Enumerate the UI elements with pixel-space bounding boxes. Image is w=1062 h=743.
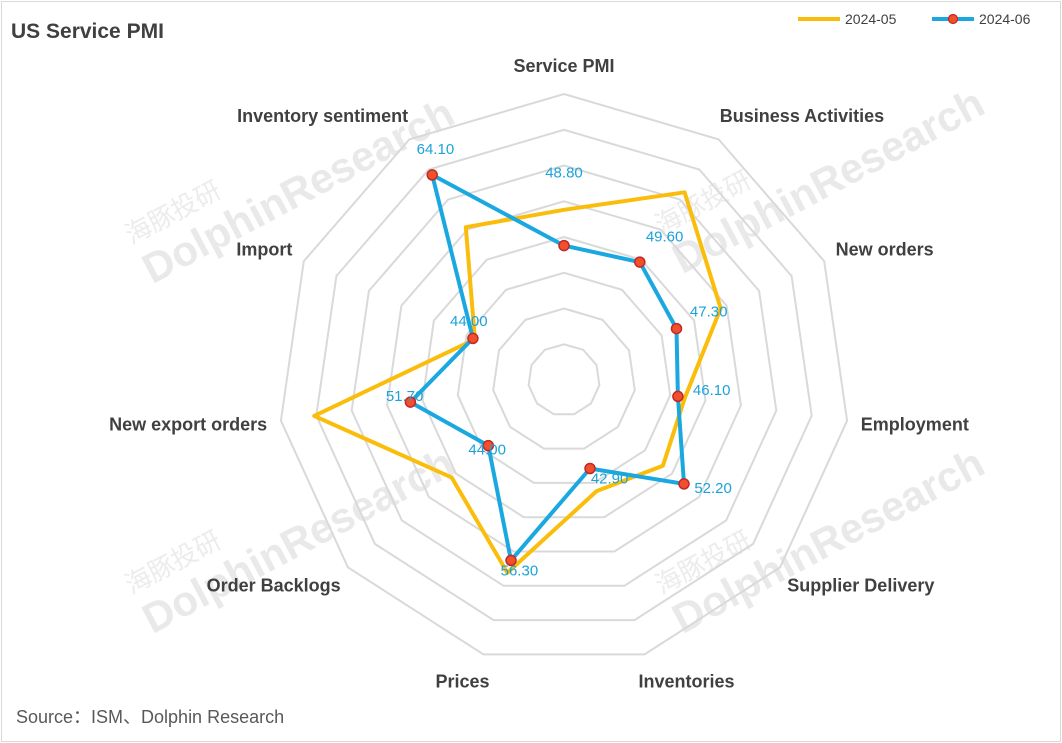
data-label: 64.10 — [417, 141, 455, 158]
data-label: 52.20 — [694, 480, 732, 497]
legend-label: 2024-06 — [979, 11, 1031, 27]
data-label: 46.10 — [693, 382, 731, 399]
grid-ring — [350, 164, 778, 587]
data-label: 47.30 — [690, 303, 728, 320]
data-label: 42.90 — [591, 471, 629, 488]
point-2024-06 — [678, 478, 690, 490]
point-2024-06 — [482, 439, 495, 452]
point-2024-06 — [467, 332, 479, 345]
point-2024-06 — [634, 256, 646, 268]
point-2024-06 — [404, 396, 417, 408]
point-2024-06 — [505, 554, 517, 567]
point-2024-06 — [672, 390, 684, 403]
grid-ring — [527, 343, 601, 416]
point-2024-06 — [584, 462, 596, 475]
axis-label: Employment — [861, 415, 969, 435]
axis-label: Business Activities — [720, 106, 884, 126]
data-label: 51.70 — [386, 388, 424, 405]
source-note: Source：ISM、Dolphin Research — [16, 707, 285, 727]
axis-labels: Service PMI Business Activities New orders… — [109, 56, 969, 691]
axis-label: Supplier Delivery — [787, 576, 934, 596]
data-label: 48.80 — [545, 165, 583, 182]
grid-ring — [421, 235, 707, 519]
legend: 2024-05 2024-06 — [798, 11, 1031, 27]
axis-label: Prices — [435, 671, 489, 691]
axis-label: Inventory sentiment — [237, 106, 408, 126]
data-label: 49.60 — [646, 228, 684, 245]
data-label: 44.00 — [450, 313, 488, 330]
chart-title: US Service PMI — [11, 20, 164, 43]
axis-label: Order Backlogs — [207, 576, 341, 596]
axis-label: New orders — [836, 240, 934, 260]
data-label: 56.30 — [501, 563, 539, 580]
data-label: 44.00 — [468, 442, 506, 459]
axis-label: Service PMI — [513, 56, 614, 76]
legend-marker — [947, 13, 959, 25]
axis-label: Inventories — [639, 671, 735, 691]
legend-label: 2024-05 — [845, 11, 897, 27]
axis-label: New export orders — [109, 415, 267, 435]
grid-ring — [492, 307, 636, 450]
point-2024-06 — [670, 322, 683, 335]
series-line-2024-06 — [408, 172, 686, 563]
series-line-2024-05 — [312, 190, 723, 575]
grid-ring — [315, 128, 813, 622]
point-2024-06 — [426, 169, 438, 181]
point-2024-06 — [558, 239, 570, 252]
axis-label: Import — [236, 240, 292, 260]
grid-ring — [279, 92, 849, 656]
